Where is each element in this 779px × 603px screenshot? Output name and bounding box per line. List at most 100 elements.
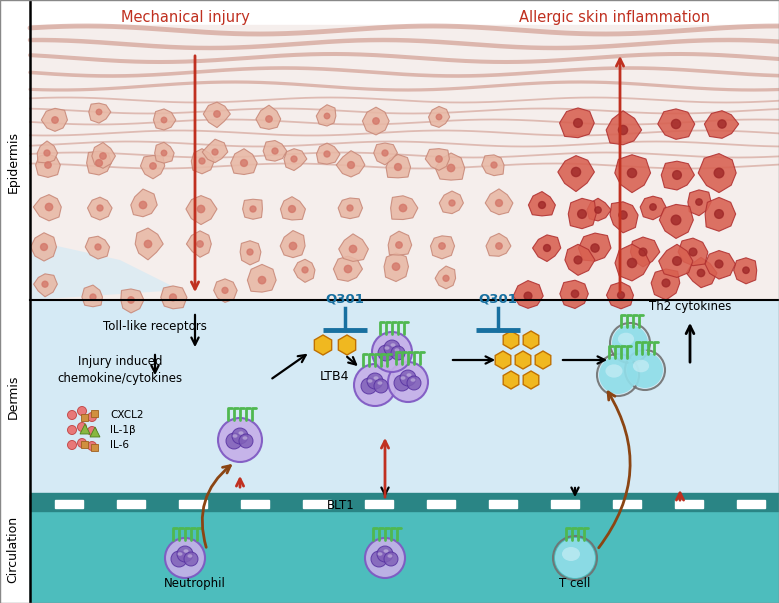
Polygon shape (651, 269, 680, 300)
Polygon shape (578, 233, 611, 261)
Circle shape (384, 552, 398, 566)
Circle shape (491, 162, 497, 168)
Polygon shape (560, 280, 588, 309)
Polygon shape (87, 197, 112, 220)
Polygon shape (33, 274, 58, 297)
Circle shape (232, 428, 248, 444)
Text: T cell: T cell (559, 577, 590, 590)
Circle shape (259, 276, 266, 284)
Polygon shape (640, 196, 666, 219)
Polygon shape (439, 191, 464, 213)
Circle shape (714, 168, 724, 178)
Ellipse shape (368, 379, 372, 383)
Text: Th2 cytokines: Th2 cytokines (649, 300, 731, 313)
Polygon shape (231, 149, 257, 174)
Bar (675, 500, 703, 508)
FancyArrowPatch shape (599, 392, 630, 548)
Circle shape (443, 276, 449, 281)
Ellipse shape (385, 346, 390, 350)
Polygon shape (705, 197, 735, 231)
Polygon shape (390, 196, 418, 219)
Polygon shape (565, 244, 595, 276)
Ellipse shape (387, 554, 393, 558)
Circle shape (41, 244, 48, 250)
Bar (551, 500, 579, 508)
Circle shape (396, 242, 402, 248)
Circle shape (365, 538, 405, 578)
Circle shape (250, 206, 256, 212)
Polygon shape (136, 228, 164, 260)
Circle shape (161, 150, 167, 156)
Circle shape (650, 204, 656, 210)
Circle shape (618, 292, 625, 298)
Polygon shape (294, 259, 315, 282)
Circle shape (139, 201, 146, 209)
Bar (737, 500, 765, 508)
Polygon shape (615, 244, 650, 281)
Polygon shape (503, 331, 519, 349)
Ellipse shape (178, 552, 182, 556)
Polygon shape (131, 189, 157, 216)
Circle shape (266, 116, 272, 122)
Circle shape (302, 267, 308, 273)
Polygon shape (338, 198, 362, 219)
Circle shape (239, 434, 253, 448)
Ellipse shape (618, 333, 634, 346)
Circle shape (393, 263, 400, 270)
Circle shape (391, 346, 405, 360)
Polygon shape (89, 103, 111, 123)
Circle shape (90, 294, 96, 300)
Bar (55, 500, 83, 508)
Circle shape (354, 364, 396, 406)
Polygon shape (659, 204, 693, 238)
Circle shape (672, 171, 682, 179)
Circle shape (87, 412, 97, 421)
Circle shape (374, 379, 388, 393)
Circle shape (373, 118, 379, 124)
Text: Toll-like receptors: Toll-like receptors (103, 320, 207, 333)
Text: BLT1: BLT1 (327, 499, 355, 512)
Circle shape (619, 125, 628, 134)
Circle shape (367, 373, 383, 389)
Circle shape (400, 204, 407, 212)
Polygon shape (280, 230, 305, 257)
Circle shape (165, 538, 205, 578)
Ellipse shape (238, 431, 244, 435)
Circle shape (226, 433, 242, 449)
Bar (82, 441, 89, 447)
Bar (91, 409, 98, 417)
Circle shape (144, 241, 152, 248)
Polygon shape (280, 197, 305, 220)
Circle shape (361, 378, 377, 394)
Polygon shape (140, 156, 164, 179)
Circle shape (435, 156, 442, 162)
Circle shape (222, 288, 228, 293)
Circle shape (599, 356, 637, 394)
Circle shape (344, 265, 351, 273)
Text: Epidermis: Epidermis (6, 131, 19, 193)
Polygon shape (160, 286, 187, 309)
Text: Injury induced
chemokine/cytokines: Injury induced chemokine/cytokines (58, 355, 182, 385)
Polygon shape (704, 111, 738, 138)
Polygon shape (435, 266, 456, 289)
Polygon shape (384, 253, 408, 282)
Circle shape (714, 210, 724, 218)
Bar (30, 495, 779, 603)
Bar (117, 500, 145, 508)
Polygon shape (679, 238, 708, 266)
Circle shape (495, 243, 502, 249)
PathPatch shape (30, 240, 180, 300)
Circle shape (288, 206, 295, 212)
Bar (427, 500, 455, 508)
Circle shape (662, 279, 670, 287)
Polygon shape (435, 153, 465, 180)
Circle shape (347, 205, 353, 211)
Circle shape (51, 117, 58, 123)
Polygon shape (362, 107, 390, 135)
Polygon shape (523, 331, 539, 349)
Polygon shape (248, 264, 276, 292)
Bar (613, 500, 641, 508)
Circle shape (218, 418, 262, 462)
Ellipse shape (378, 552, 382, 556)
Circle shape (627, 352, 663, 388)
